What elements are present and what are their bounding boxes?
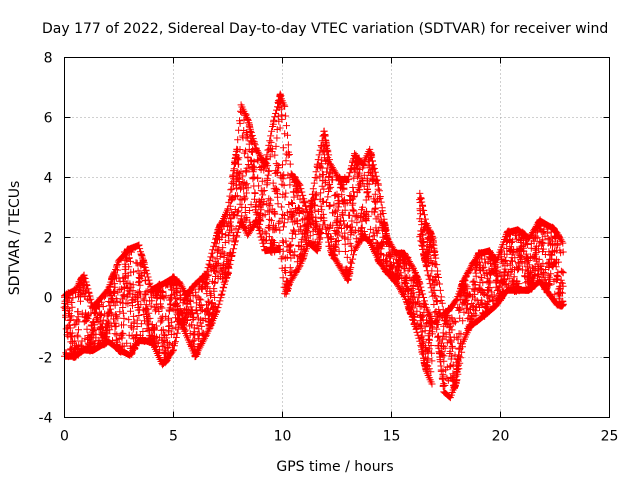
y-axis-label: SDTVAR / TECUs xyxy=(7,181,23,296)
x-tick-label: 25 xyxy=(601,429,619,445)
plot-frame xyxy=(64,57,610,418)
y-tick-label: 6 xyxy=(44,111,53,127)
chart-title: Day 177 of 2022, Sidereal Day-to-day VTE… xyxy=(42,21,608,37)
y-tick-label: 8 xyxy=(44,51,53,67)
y-tick-label: -2 xyxy=(39,351,53,367)
x-tick-label: 15 xyxy=(383,429,401,445)
y-tick-label: -4 xyxy=(39,411,53,427)
y-tick-label: 4 xyxy=(44,171,53,187)
x-tick-label: 5 xyxy=(169,429,178,445)
y-tick-label: 0 xyxy=(44,291,53,307)
x-tick-label: 20 xyxy=(492,429,510,445)
x-tick-label: 0 xyxy=(60,429,69,445)
y-tick-label: 2 xyxy=(44,231,53,247)
x-axis-label: GPS time / hours xyxy=(276,459,393,475)
x-tick-label: 10 xyxy=(274,429,292,445)
tick-labels: 0 5 10 15 20 25 -4 -2 0 2 4 6 8 xyxy=(39,51,619,445)
